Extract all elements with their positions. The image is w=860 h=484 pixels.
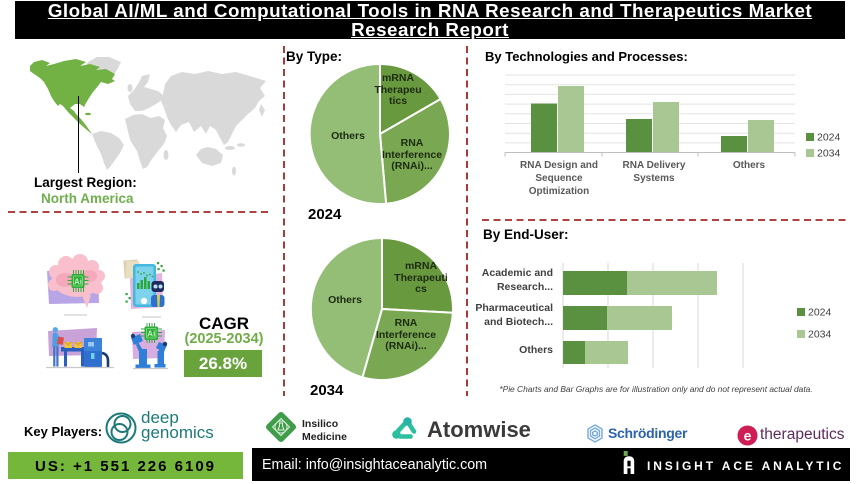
svg-text:Ai: Ai bbox=[74, 278, 82, 287]
svg-text:2034: 2034 bbox=[808, 329, 832, 341]
svg-text:2034: 2034 bbox=[817, 148, 841, 160]
svg-text:2024: 2024 bbox=[817, 132, 841, 144]
svg-text:e: e bbox=[744, 428, 752, 444]
svg-text:Ai: Ai bbox=[147, 330, 155, 339]
svg-text:2024: 2024 bbox=[808, 307, 832, 319]
